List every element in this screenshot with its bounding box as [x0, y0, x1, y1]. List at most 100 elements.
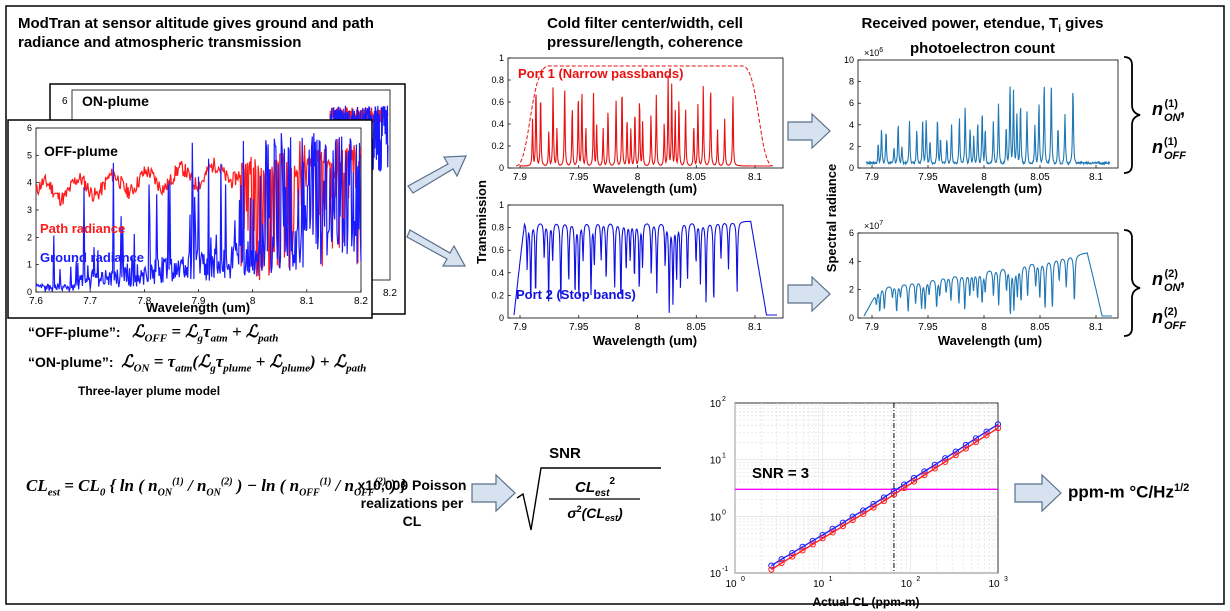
snr-y-tick-label: 10 [710, 399, 722, 410]
flow-arrows [406, 112, 1062, 513]
snr-x-tick-exp: 2 [916, 576, 920, 583]
snr-data-point [860, 507, 867, 514]
snr-data-point [809, 541, 816, 548]
port1-y-tick-label: 0 [499, 163, 504, 173]
front-x-tick-label: 8 [250, 296, 256, 307]
snr-data-point [789, 549, 796, 557]
bottom-radiance-y-axis: 0 2 4 6 [849, 228, 861, 323]
port1-x-tick-label: 8 [635, 172, 641, 183]
ground-radiance-label: Ground radiance [40, 250, 144, 265]
snr-x-tick-label: 10 [725, 579, 737, 590]
bottom-radiance-x-tick-label: 8.05 [1030, 322, 1050, 333]
snr-data-point [819, 535, 826, 542]
port2-x-tick-label: 8.05 [687, 322, 707, 333]
top-radiance-y-tick-label: 4 [849, 120, 854, 130]
top-radiance-x-tick-label: 8.05 [1030, 172, 1050, 183]
snr-plot-box [734, 402, 999, 574]
front-y-axis: 0 1 2 3 4 5 6 [27, 123, 39, 297]
port2-y-tick-label: 0.4 [491, 268, 504, 278]
left-x-axis-label: Wavelength (um) [146, 300, 250, 315]
top-radiance-y-axis: 0 2 4 6 8 10 [844, 55, 861, 173]
snr-series [768, 421, 1002, 573]
port2-y-tick-label: 0.2 [491, 290, 504, 300]
bottom-radiance-x-tick-label: 7.95 [918, 322, 938, 333]
snr-data-point [983, 428, 990, 435]
top-radiance-y-tick-label: 2 [849, 141, 854, 151]
port1-x-tick-label: 8.1 [748, 172, 762, 183]
top-radiance-line [865, 86, 1110, 167]
bottom-radiance-x-tick-label: 7.9 [865, 322, 879, 333]
bottom-multiplier-base: ×10 [864, 221, 879, 231]
snr-x-tick-exp: 0 [741, 576, 745, 583]
port1-y-tick-label: 0.4 [491, 119, 504, 129]
snr-y-tick-exp: -1 [722, 566, 728, 573]
snr-data-point [799, 547, 806, 554]
snr-data-point [849, 513, 856, 520]
back-y-tick-label: 6 [62, 96, 68, 107]
top-multiplier-base: ×10 [864, 48, 879, 58]
front-y-tick-label: 1 [27, 260, 32, 270]
snr-data-point [870, 504, 877, 511]
snr-data-point [942, 455, 949, 462]
port1-y-tick-label: 0.6 [491, 97, 504, 107]
bottom-radiance-x-axis-label: Wavelength (um) [938, 333, 1042, 348]
top-multiplier-exp: 6 [879, 47, 883, 54]
port1-y-axis: 0 0.2 0.4 0.6 0.8 1 [491, 53, 511, 173]
snr-threshold-label: SNR = 3 [752, 465, 809, 482]
snr-x-tick-exp: 3 [1004, 576, 1008, 583]
arrow-to-bottom-radiance-icon [787, 275, 831, 313]
top-radiance-y-tick-label: 8 [849, 77, 854, 87]
bottom-radiance-line [863, 252, 1112, 317]
bottom-radiance-x-tick-label: 8.1 [1089, 322, 1103, 333]
snr-x-axis-label: Actual CL (ppm-m) [812, 595, 919, 609]
top-radiance-x-tick-label: 7.9 [865, 172, 879, 183]
port2-y-axis: 0 0.2 0.4 0.6 0.8 1 [491, 200, 511, 323]
arrow-to-port2-icon [406, 229, 467, 267]
snr-data-point [901, 484, 908, 492]
bottom-radiance-x-tick-label: 8 [981, 322, 987, 333]
top-radiance-y-tick-label: 6 [849, 98, 854, 108]
front-x-axis: 7.6 7.7 7.8 7.9 8 8.1 8.2 [29, 289, 368, 307]
snr-series-line [771, 427, 999, 571]
snr-y-tick-label: 10 [710, 456, 722, 467]
snr-data-point [890, 487, 898, 495]
snr-data-point [768, 566, 775, 573]
port2-transmission-line [513, 220, 777, 316]
port2-x-tick-label: 7.9 [513, 322, 527, 333]
port2-x-tick-label: 7.95 [569, 322, 589, 333]
bottom-brace-icon [1123, 229, 1141, 337]
front-x-tick-label: 7.7 [83, 296, 97, 307]
snr-data-point [962, 445, 969, 452]
snr-data-point [931, 461, 938, 468]
top-radiance-y-tick-label: 10 [844, 55, 854, 65]
port2-y-tick-label: 0.6 [491, 245, 504, 255]
snr-x-tick-label: 10 [901, 579, 913, 590]
bottom-radiance-y-tick-label: 6 [849, 228, 854, 238]
top-radiance-x-tick-label: 7.95 [918, 172, 938, 183]
snr-data-point [829, 525, 836, 533]
sqrt-sign-icon [516, 467, 661, 531]
port2-y-tick-label: 1 [499, 200, 504, 210]
snr-data-point [962, 441, 969, 449]
port1-x-axis-label: Wavelength (um) [593, 181, 697, 196]
top-multiplier: ×106 [864, 47, 883, 58]
port2-filter-plot: 0 0.2 0.4 0.6 0.8 1 7.9 7.95 8 8.05 8.1 Port 2 (S… [491, 200, 784, 333]
snr-data-point [839, 519, 846, 526]
snr-y-tick-exp: 0 [722, 509, 726, 516]
snr-data-point [910, 478, 918, 485]
port2-x-tick-label: 8 [635, 322, 641, 333]
snr-x-axis: 10 0 10 1 10 2 10 3 [725, 576, 1008, 590]
port1-y-tick-label: 0.2 [491, 141, 504, 151]
snr-series-line [771, 423, 999, 567]
snr-data-point [942, 458, 949, 465]
port1-y-tick-label: 0.8 [491, 75, 504, 85]
top-radiance-x-tick-label: 8 [981, 172, 987, 183]
front-x-tick-label: 7.9 [192, 296, 206, 307]
port1-y-tick-label: 1 [499, 53, 504, 63]
snr-data-point [849, 516, 856, 524]
top-radiance-x-tick-label: 8.1 [1089, 172, 1103, 183]
snr-data-point [839, 523, 846, 530]
